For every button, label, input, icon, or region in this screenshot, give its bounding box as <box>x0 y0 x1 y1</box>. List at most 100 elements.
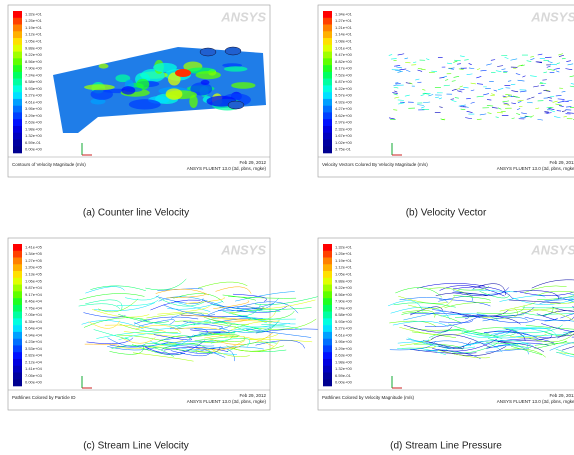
legend-label: 3.95e+00 <box>335 339 353 344</box>
legend-label: 1.02e+00 <box>335 140 353 145</box>
legend-label: 1.41e+05 <box>25 244 43 249</box>
legend-label: 3.75e-01 <box>335 147 352 152</box>
legend-label: 1.25e+01 <box>25 18 43 23</box>
legend-label: 4.61e+00 <box>25 99 43 104</box>
legend-label: 1.19e+01 <box>335 258 353 263</box>
legend-label: 9.22e+00 <box>335 285 353 290</box>
legend-label: 4.61e+00 <box>335 332 353 337</box>
colorbar-cell <box>323 359 332 366</box>
legend-label: 1.08e+01 <box>335 38 353 43</box>
panel-frame <box>318 238 574 410</box>
legend-label: 6.22e+00 <box>335 86 353 91</box>
outlet <box>200 48 216 56</box>
colorbar-cell <box>13 332 22 339</box>
legend-label: 9.47e+00 <box>335 52 353 57</box>
colorbar-cell <box>13 251 22 258</box>
colorbar-cell <box>13 298 22 305</box>
legend-label: 8.46e+04 <box>25 299 43 304</box>
legend-label: 2.63e+00 <box>25 120 43 125</box>
legend-label: 6.59e-01 <box>335 373 352 378</box>
colorbar-cell <box>13 119 22 126</box>
legend-label: 2.12e+04 <box>25 359 43 364</box>
contour-blob <box>166 88 183 100</box>
contour-blob <box>99 64 109 69</box>
colorbar-cell <box>13 258 22 265</box>
outlet <box>225 47 241 55</box>
legend-label: 1.21e+01 <box>335 25 353 30</box>
legend-label: 6.59e-01 <box>25 140 42 145</box>
colorbar-cell <box>323 379 332 386</box>
colorbar-cell <box>13 271 22 278</box>
legend-label: 3.29e+00 <box>25 113 43 118</box>
colorbar-cell <box>323 31 332 38</box>
footer-solver: ANSYS FLUENT 13.0 (3d, pbns, rngke) <box>497 166 574 171</box>
colorbar-cell <box>13 366 22 373</box>
caption: (b) Velocity Vector <box>406 208 487 219</box>
colorbar-cell <box>13 325 22 332</box>
colorbar-cell <box>13 379 22 386</box>
colorbar-cell <box>323 251 332 258</box>
colorbar-cell <box>323 18 332 25</box>
legend-label: 4.94e+04 <box>25 332 43 337</box>
legend-label: 2.97e+00 <box>335 120 353 125</box>
legend-label: 2.32e+00 <box>335 126 353 131</box>
colorbar-cell <box>323 38 332 45</box>
contour-blob <box>153 63 177 72</box>
legend-label: 7.90e+00 <box>335 299 353 304</box>
colorbar-cell <box>13 11 22 18</box>
colorbar-cell <box>323 285 332 292</box>
footer-title: Pathlines Colored by Velocity Magnitude … <box>322 395 415 400</box>
caption: (d) Stream Line Pressure <box>390 441 502 452</box>
colorbar-cell <box>323 99 332 106</box>
legend-label: 9.17e+04 <box>25 292 43 297</box>
legend-label: 7.05e+03 <box>25 373 43 378</box>
colorbar-cell <box>323 312 332 319</box>
legend-label: 9.88e+00 <box>25 45 43 50</box>
footer-title: Velocity Vectors Colored By Velocity Mag… <box>322 162 428 167</box>
legend-label: 1.27e+01 <box>335 18 353 23</box>
legend-label: 1.34e+05 <box>25 251 43 256</box>
colorbar-cell <box>323 79 332 86</box>
legend-label: 5.64e+04 <box>25 326 43 331</box>
legend-label: 6.58e+00 <box>25 79 43 84</box>
legend-label: 7.76e+04 <box>25 305 43 310</box>
legend-label: 1.20e+05 <box>25 265 43 270</box>
legend-label: 7.24e+00 <box>335 305 353 310</box>
footer-solver: ANSYS FLUENT 13.0 (3d, pbns, rngke) <box>497 399 574 404</box>
colorbar-cell <box>323 366 332 373</box>
legend-label: 8.56e+00 <box>25 59 43 64</box>
colorbar-cell <box>13 65 22 72</box>
colorbar-cell <box>13 58 22 65</box>
footer-date: Feb 29, 2012 <box>239 393 266 398</box>
colorbar-cell <box>13 312 22 319</box>
legend-label: 1.98e+00 <box>335 359 353 364</box>
colorbar-cell <box>323 133 332 140</box>
colorbar-cell <box>13 25 22 32</box>
legend-label: 1.32e+00 <box>25 133 43 138</box>
legend-label: 5.57e+00 <box>335 93 353 98</box>
colorbar-cell <box>13 38 22 45</box>
footer-solver: ANSYS FLUENT 13.0 (3d, pbns, rngke) <box>187 166 267 171</box>
footer-date: Feb 29, 2012 <box>239 160 266 165</box>
colorbar-cell <box>13 146 22 153</box>
colorbar-cell <box>13 112 22 119</box>
contour-blob <box>84 84 115 90</box>
contour-blob <box>175 69 191 77</box>
legend-label: 1.25e+01 <box>335 251 353 256</box>
legend-label: 3.29e+00 <box>335 346 353 351</box>
legend-label: 6.58e+00 <box>335 312 353 317</box>
legend-label: 1.19e+01 <box>25 25 43 30</box>
legend-label: 1.01e+01 <box>335 45 353 50</box>
figure: 1.32e+011.25e+011.19e+011.12e+011.05e+01… <box>0 0 574 455</box>
legend-label: 5.27e+00 <box>25 93 43 98</box>
colorbar-cell <box>13 345 22 352</box>
caption: (c) Stream Line Velocity <box>83 441 189 452</box>
colorbar-cell <box>323 244 332 251</box>
legend-label: 4.92e+00 <box>335 99 353 104</box>
colorbar-cell <box>13 139 22 146</box>
legend-label: 1.98e+00 <box>25 126 43 131</box>
colorbar-cell <box>323 325 332 332</box>
legend-label: 1.32e+00 <box>335 366 353 371</box>
legend-label: 0.00e+00 <box>25 380 43 385</box>
colorbar-cell <box>323 146 332 153</box>
